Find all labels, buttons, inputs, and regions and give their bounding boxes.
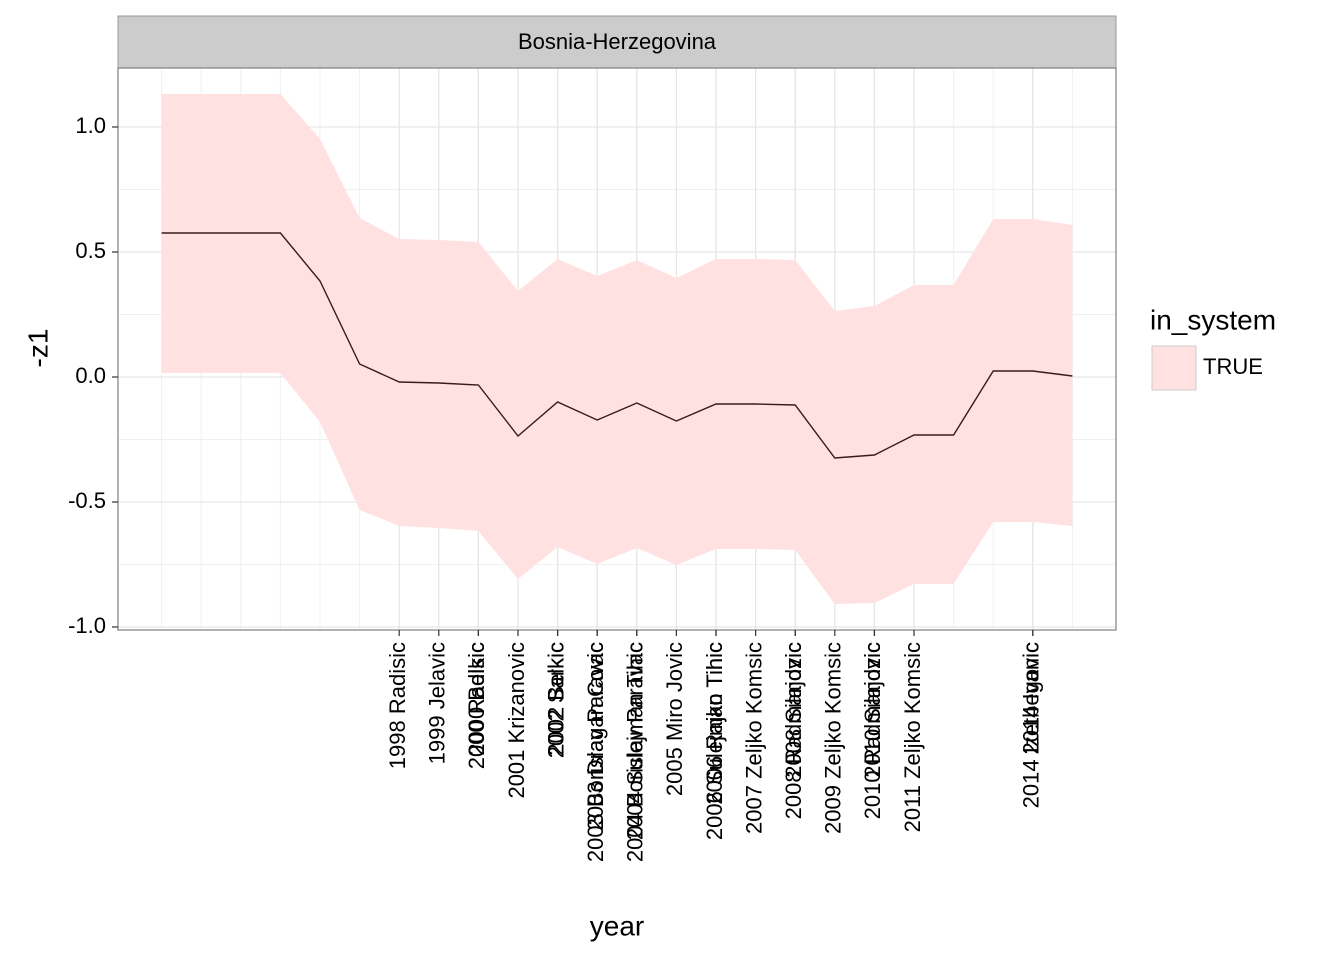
x-tick-label: 2008 Radmanovic (781, 642, 806, 819)
x-tick-label: 2010 Silajdzic (860, 642, 885, 778)
x-tick-label: 2004 Borislav Paravac (623, 642, 648, 862)
x-tick-label: 2002 Belkic (543, 642, 568, 756)
y-tick-label: 0.0 (75, 363, 106, 388)
y-tick-label: 1.0 (75, 113, 106, 138)
x-tick-label: 2014 Izetbegovic (1019, 642, 1044, 808)
x-tick-label: 1998 Radisic (385, 642, 410, 769)
x-tick-label: 2000 Belkic (464, 642, 489, 756)
x-tick-label: 2003 Borislav Paravac (583, 642, 608, 862)
x-tick-label: 2002 Sarkic (543, 642, 568, 758)
ribbon (161, 94, 1073, 604)
x-tick-label: 2007 Zeljko Komsic (741, 642, 766, 834)
x-tick-label: 2000 Radisic (464, 642, 489, 769)
facet-strip (117, 15, 1117, 69)
x-tick-label: 2011 Zeljko Komsic (900, 642, 925, 832)
line (161, 232, 1073, 459)
panel-border (117, 67, 1117, 631)
legend-key (1151, 345, 1197, 391)
x-tick-label: 2006 Rajko Tihic (702, 642, 727, 805)
plot-area (118, 68, 1116, 630)
y-tick-label: -0.5 (68, 488, 106, 513)
x-tick-label: 2006 Sulejman Tihic (702, 642, 727, 840)
y-tick-label: -1.0 (68, 613, 106, 638)
x-tick-label: 1999 Jelavic (425, 642, 450, 764)
x-tick-label: 2008 Silajdzic (781, 642, 806, 778)
y-tick-label: 0.5 (75, 238, 106, 263)
x-tick-label: 2003 Dragan Covic (583, 642, 608, 830)
x-tick-label: 2001 Krizanovic (504, 642, 529, 799)
facet-title: Bosnia-Herzegovina (518, 29, 717, 54)
legend-title: in_system (1150, 304, 1276, 335)
x-tick-label: 2010 Radmanovic (860, 642, 885, 819)
x-axis-title: year (590, 910, 644, 941)
x-tick-label: 2005 Miro Jovic (662, 642, 687, 796)
x-tick-label: 2014 Ivanic (1019, 642, 1044, 755)
legend-label: TRUE (1203, 354, 1263, 379)
x-tick-label: 2004 Sulejman Tihic (623, 642, 648, 840)
x-tick-label: 2009 Zeljko Komsic (821, 642, 846, 834)
y-axis-title: -z1 (22, 329, 53, 368)
